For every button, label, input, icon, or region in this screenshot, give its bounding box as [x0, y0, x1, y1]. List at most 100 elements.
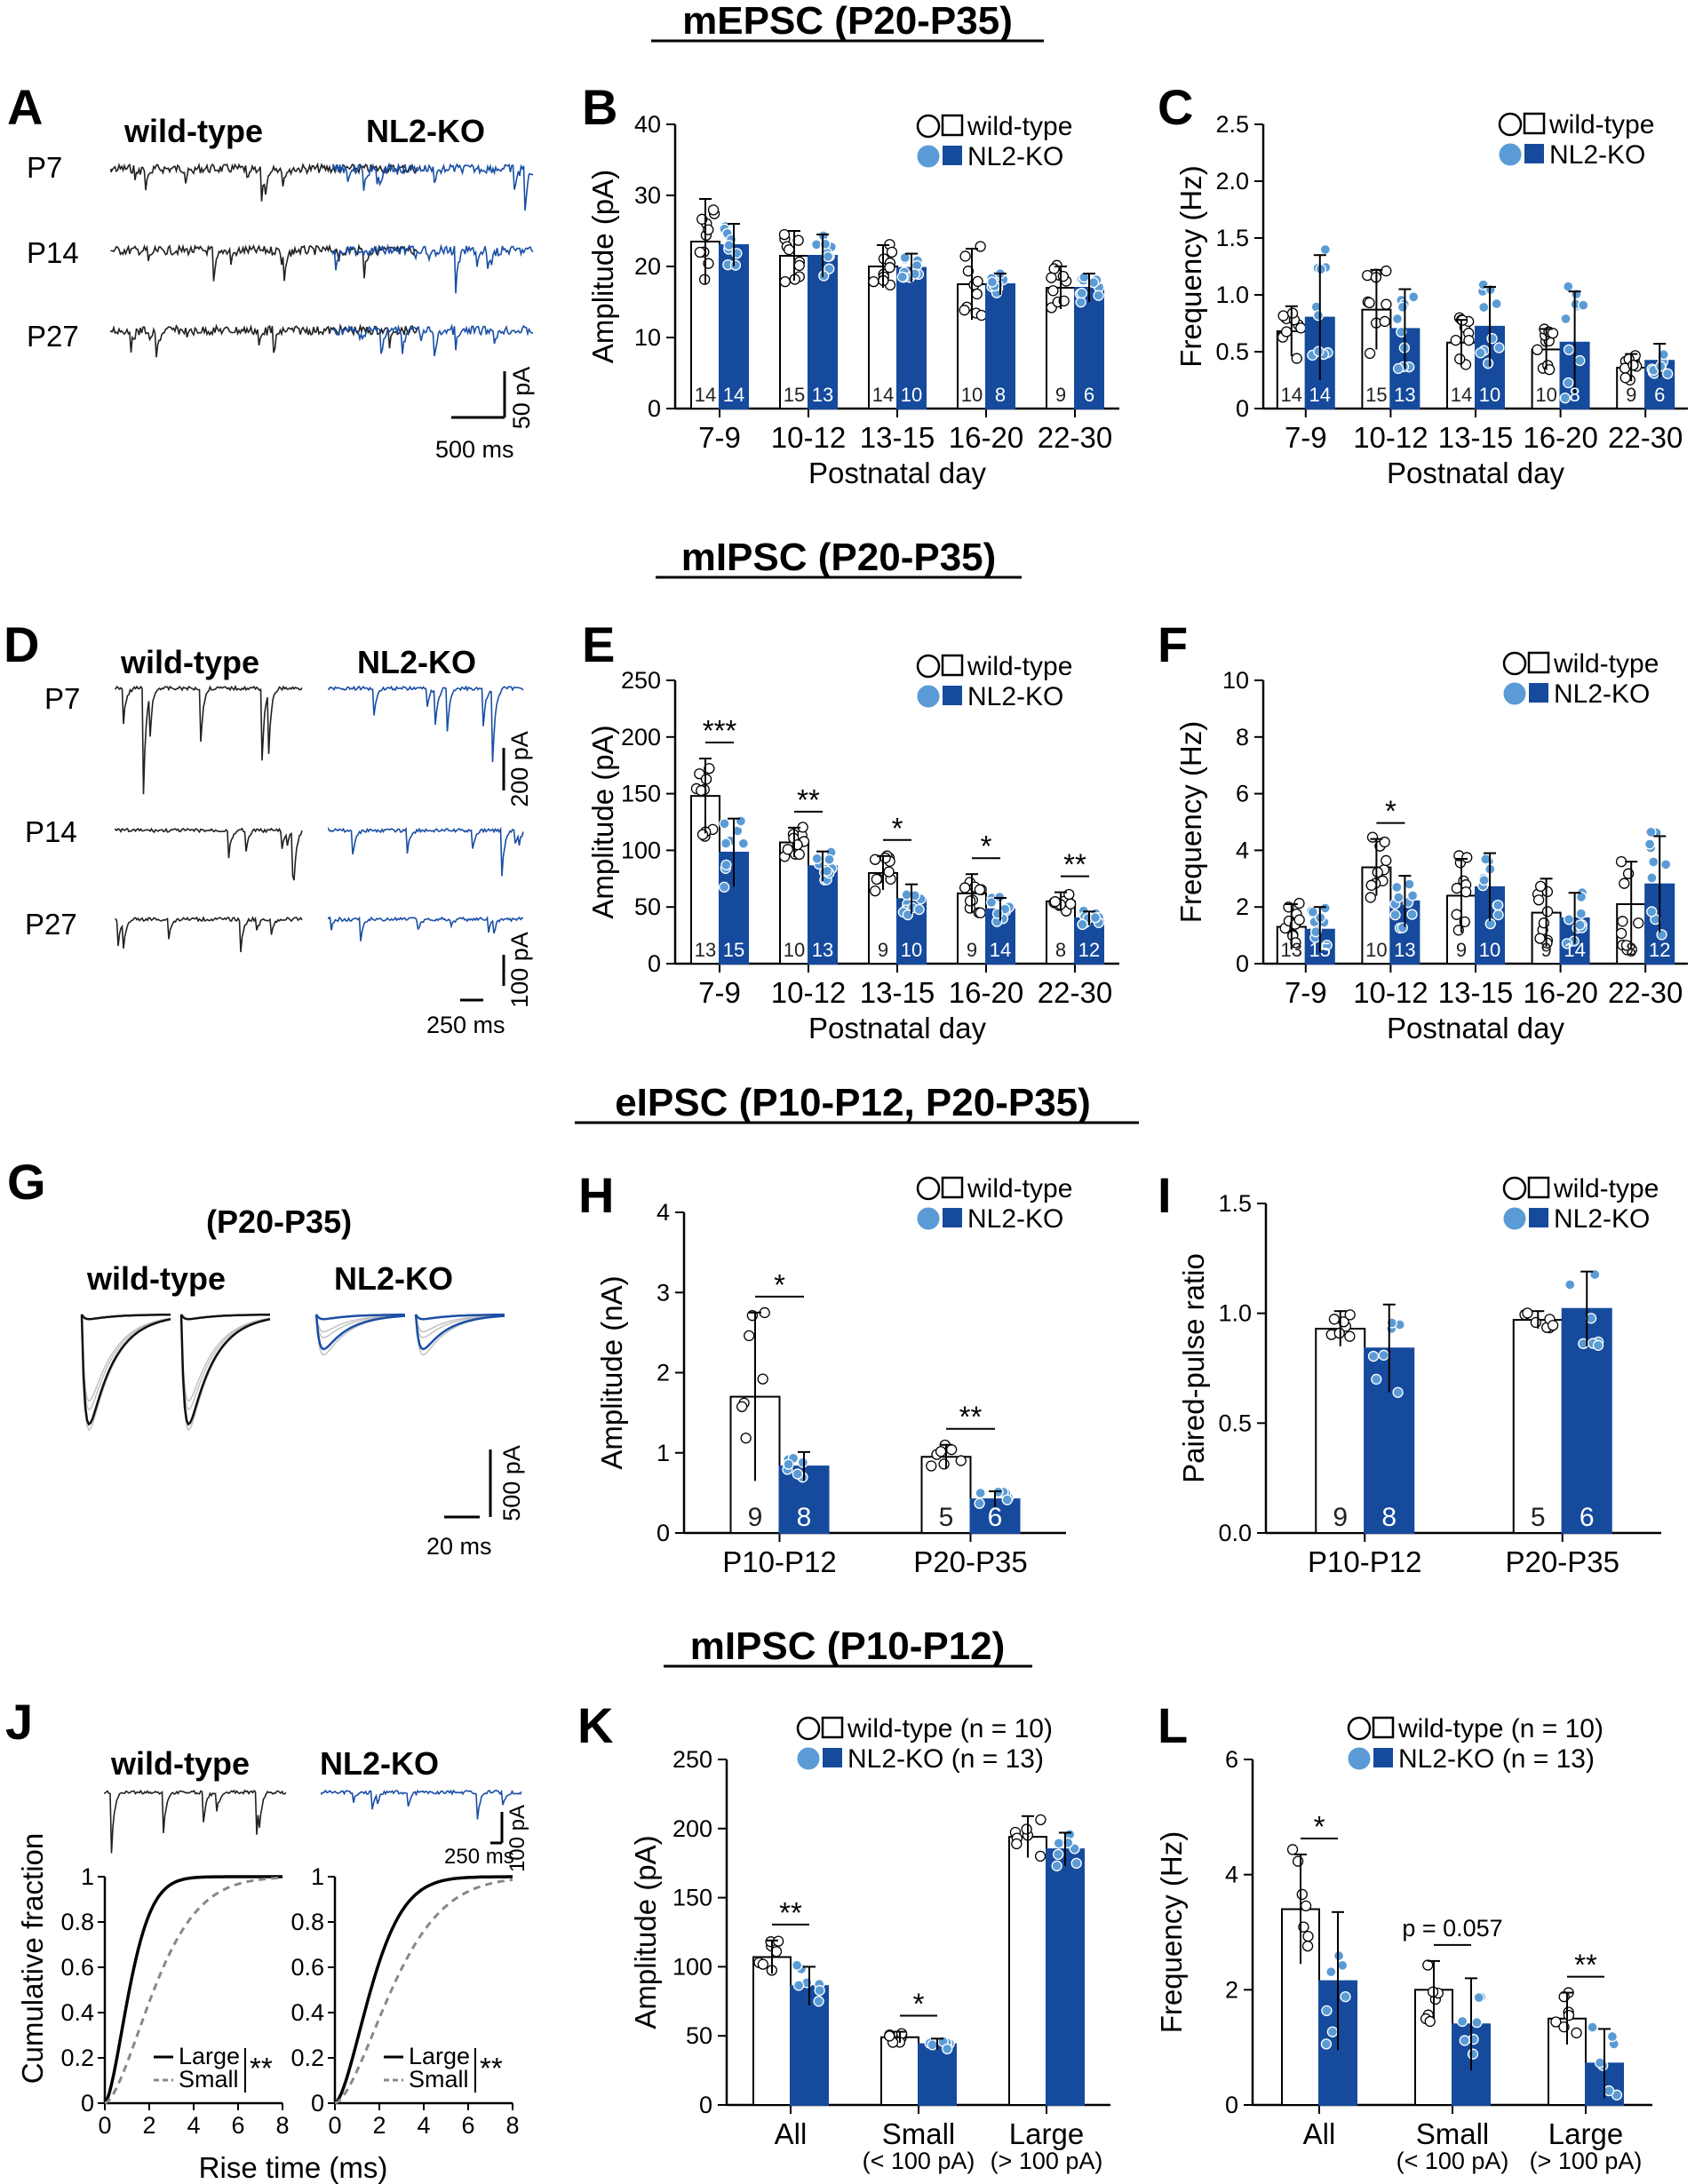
- data-point: [870, 885, 881, 897]
- data-point: [757, 1958, 769, 1970]
- data-point: [974, 1497, 985, 1509]
- data-point: [737, 838, 750, 849]
- trace-a-ko-p14: [332, 243, 534, 294]
- data-point: [1662, 368, 1674, 379]
- trace-title-wt: wild-type: [123, 113, 263, 149]
- n-label: 14: [695, 384, 716, 406]
- trace-title-wt-d: wild-type: [120, 644, 259, 680]
- x-tick-label: 7-9: [1285, 421, 1327, 454]
- section-title-mepsc: mEPSC (P20-P35): [682, 0, 1013, 43]
- j-ytick-label: 1: [311, 1863, 324, 1890]
- legend-ko-square-icon: [1524, 144, 1544, 163]
- x-axis-label: Postnatal day: [1387, 1012, 1564, 1044]
- data-point: [792, 1468, 803, 1480]
- data-point: [1286, 307, 1299, 319]
- data-point: [793, 259, 805, 272]
- sig-marker: *: [981, 830, 992, 862]
- sig-marker: p = 0.057: [1402, 1915, 1502, 1942]
- section-title-mipsc-young: mIPSC (P10-P12): [690, 1624, 1006, 1668]
- bar-wt: [868, 266, 898, 409]
- n-label: 13: [812, 939, 833, 961]
- bar-wt: [1315, 1327, 1366, 1534]
- cdf-curve: [333, 1875, 513, 2105]
- scale-a-y: 50 pA: [508, 367, 535, 430]
- y-axis-label: Amplitude (pA): [586, 725, 619, 918]
- legend-wt-square-icon: [1527, 1176, 1550, 1199]
- y-axis-label: Amplitude (nA): [595, 1275, 628, 1469]
- data-point: [1560, 313, 1572, 325]
- data-point: [879, 852, 891, 864]
- data-point: [959, 882, 971, 893]
- legend-wt-square-icon: [941, 654, 964, 677]
- data-point: [1486, 333, 1498, 345]
- n-label: 8: [1055, 939, 1066, 961]
- bar-ko: [1046, 1848, 1085, 2106]
- data-point: [1633, 917, 1644, 929]
- data-point: [740, 1432, 752, 1444]
- evoked-trace: [80, 1313, 270, 1321]
- legend-ko-circle-icon: [1503, 682, 1526, 705]
- data-point: [1093, 290, 1104, 301]
- y-tick-label: 0.5: [1218, 1410, 1252, 1436]
- data-point: [1491, 298, 1502, 310]
- trace-title-ko-g: NL2-KO: [334, 1260, 453, 1297]
- data-point: [975, 1487, 986, 1499]
- j-xtick-label: 4: [417, 2112, 430, 2139]
- y-tick-label: 50: [634, 893, 661, 920]
- data-point: [1011, 1838, 1023, 1850]
- y-tick-label: 1.0: [1218, 1300, 1252, 1327]
- data-point: [1460, 886, 1472, 898]
- n-label: 8: [1569, 384, 1580, 406]
- sig-marker: ***: [703, 714, 737, 747]
- n-label: 13: [812, 384, 833, 406]
- n-label: 14: [1451, 384, 1472, 406]
- data-point: [707, 204, 720, 216]
- j-ytick-label: 0: [81, 2090, 94, 2116]
- x-tick-label: 13-15: [1438, 976, 1513, 1009]
- n-label: 15: [723, 939, 744, 961]
- trace-title-wt-g: wild-type: [86, 1260, 226, 1297]
- j-xtick-label: 0: [328, 2112, 341, 2139]
- y-tick-label: 0: [648, 395, 661, 422]
- x-tick-label: Large: [1548, 2117, 1623, 2150]
- data-point: [1492, 909, 1504, 921]
- y-tick-label: 20: [634, 253, 661, 280]
- data-point: [1053, 1838, 1064, 1849]
- legend-ko-circle-icon: [1499, 143, 1522, 166]
- n-label: 6: [988, 1503, 1003, 1532]
- data-point: [1574, 354, 1586, 367]
- panel-label-b: B: [582, 79, 617, 135]
- sig-marker: *: [1314, 1810, 1325, 1843]
- data-point: [1492, 899, 1504, 911]
- data-point: [735, 815, 747, 827]
- n-label: 8: [1626, 939, 1636, 961]
- data-point: [1575, 908, 1587, 919]
- data-point: [1333, 1327, 1345, 1339]
- x-tick-label: 16-20: [1523, 421, 1597, 454]
- data-point: [1319, 243, 1332, 256]
- legend-wt-circle-icon: [1347, 1716, 1372, 1741]
- legend-wt: wild-type: [1553, 1174, 1659, 1203]
- y-tick-label: 6: [1236, 781, 1249, 807]
- panel-i: I 0.0 0.5 1.0 1.5 Paired-pulse ratio P10-P12 9 8…: [1158, 1167, 1661, 1578]
- panel-label-g: G: [7, 1154, 46, 1210]
- y-tick-label: 2: [1236, 893, 1249, 920]
- data-point: [720, 859, 732, 871]
- panel-label-c: C: [1158, 79, 1193, 135]
- data-point: [938, 1458, 950, 1470]
- data-point: [720, 838, 732, 849]
- sig-marker: **: [480, 2052, 503, 2085]
- n-label: 9: [878, 939, 888, 961]
- j-ytick-label: 0.6: [290, 1954, 324, 1981]
- data-point: [1333, 1950, 1345, 1962]
- legend-ko-circle-icon: [797, 1747, 820, 1770]
- data-point: [964, 895, 976, 907]
- x-tick-label: 10-12: [1353, 421, 1428, 454]
- data-point: [1077, 918, 1088, 931]
- legend-wt-square-icon: [1527, 651, 1550, 674]
- legend-wt-circle-icon: [1502, 1176, 1527, 1201]
- scale-d-x: 250 ms: [426, 1012, 505, 1038]
- data-point: [1326, 2026, 1339, 2037]
- legend-wt-square-icon: [1523, 112, 1546, 135]
- y-tick-label: 250: [621, 667, 661, 694]
